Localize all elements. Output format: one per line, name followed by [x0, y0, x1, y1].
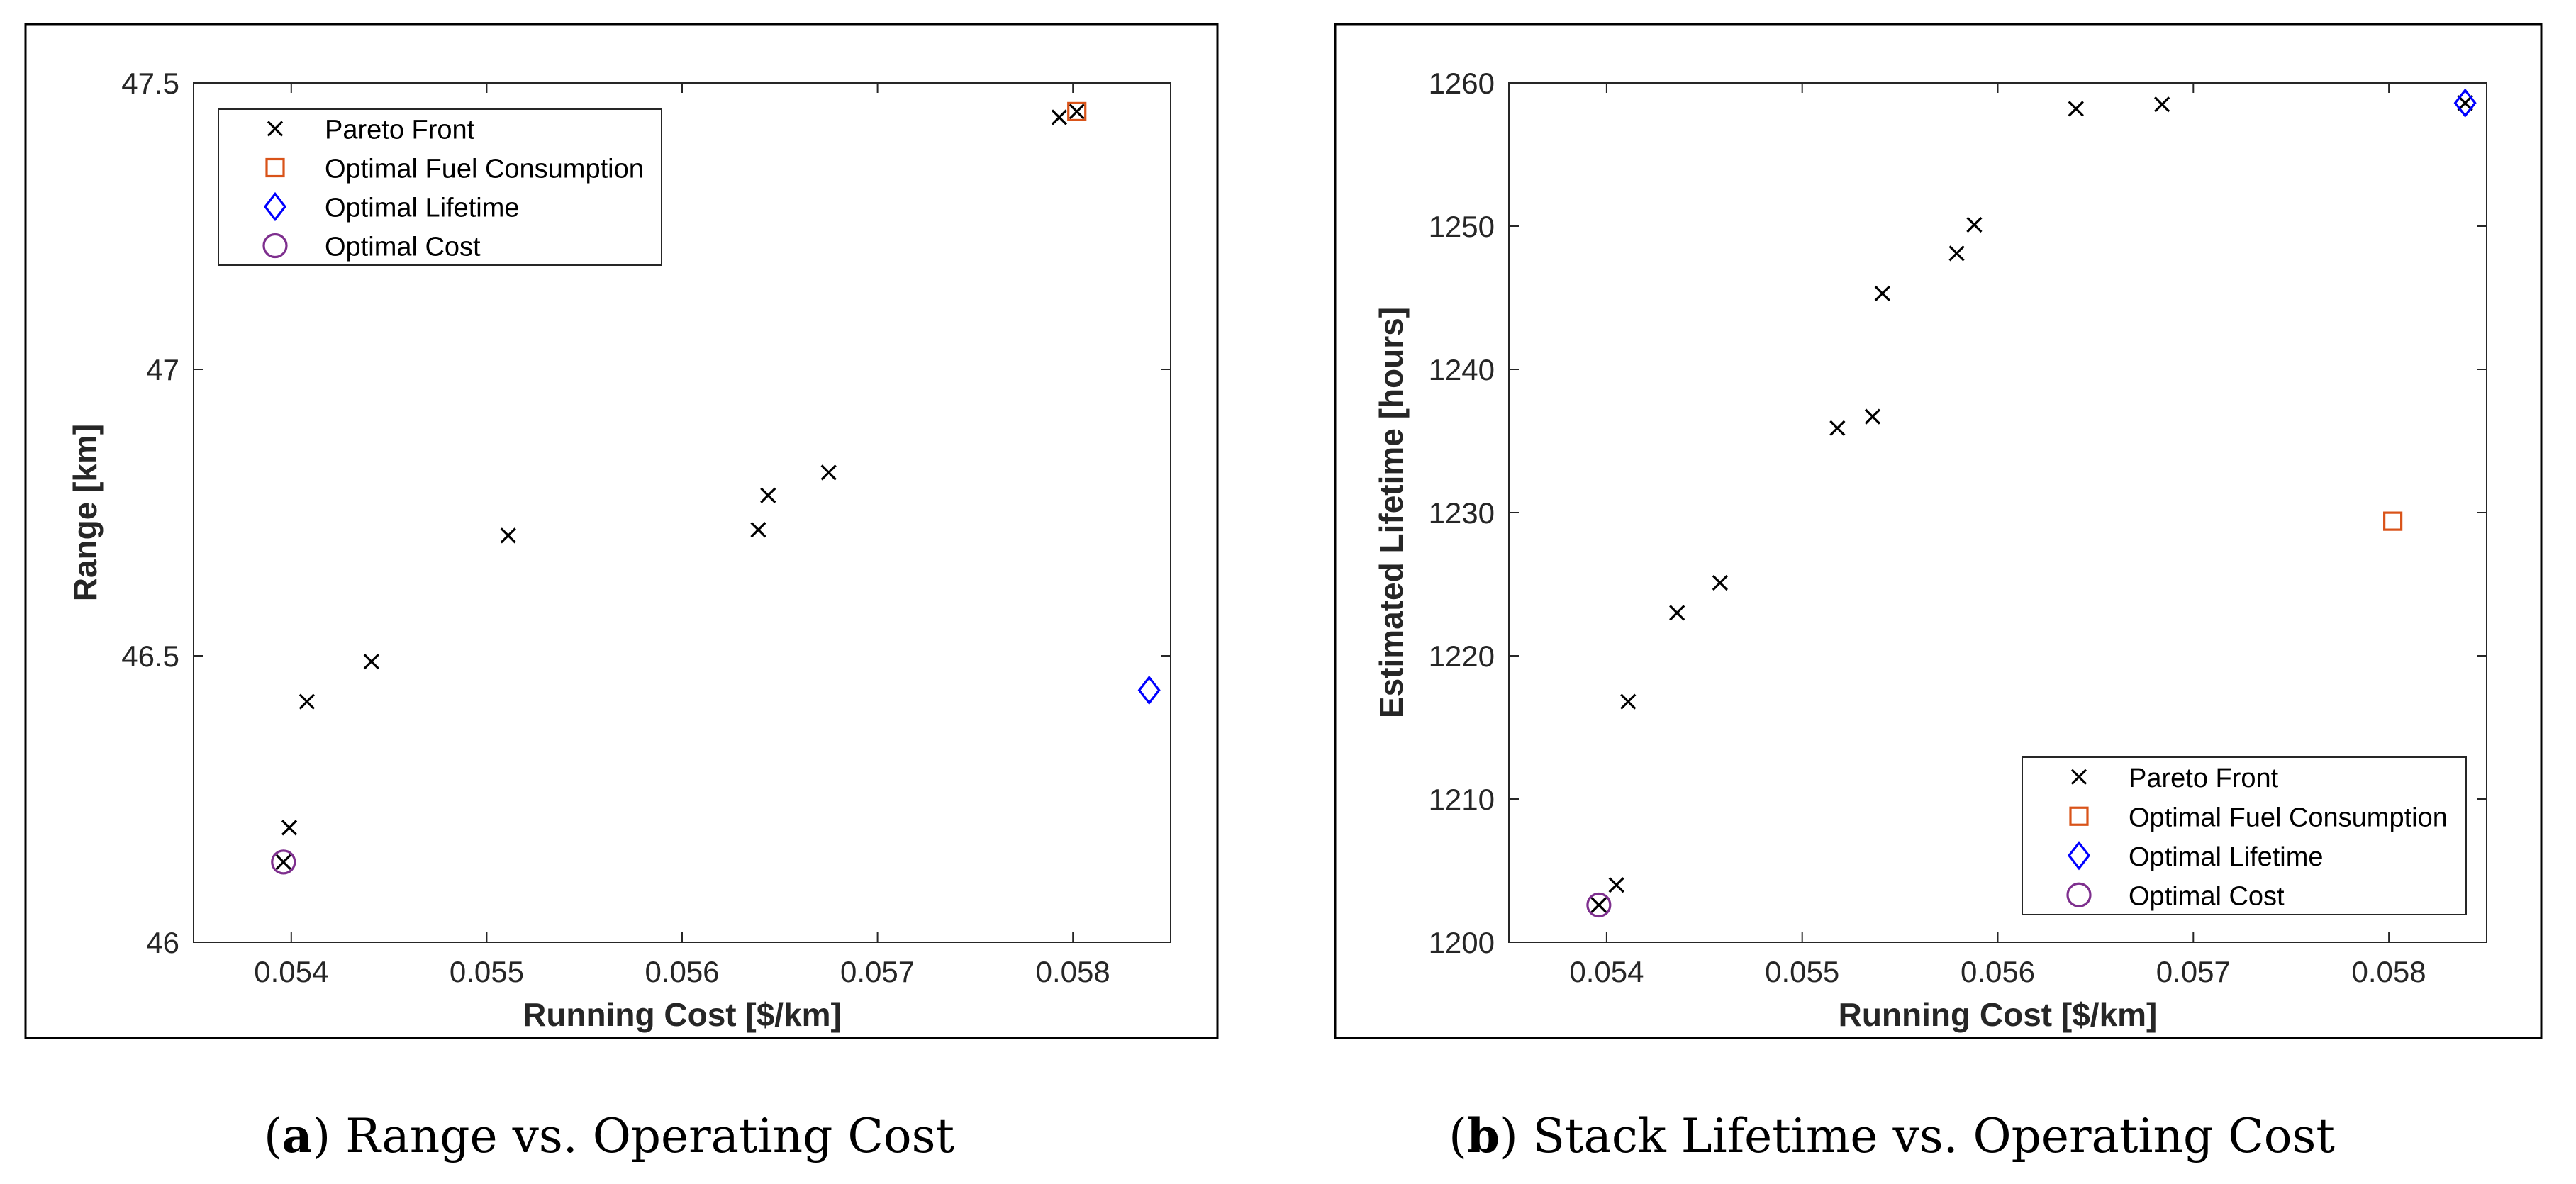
x-axis-label: Running Cost [$/km]	[523, 996, 842, 1033]
x-tick-label: 0.058	[2352, 955, 2426, 988]
y-tick-label: 47.5	[121, 67, 179, 100]
data-point	[1874, 285, 1890, 302]
panel-a: 0.054 0.055 0.056 0.057 0.058 46 46.5 47 47.5 Run…	[24, 23, 1219, 1039]
y-tick-label: 1250	[1429, 210, 1495, 243]
data-point	[363, 653, 379, 670]
legend: Pareto Front Optimal Fuel Consumption Opti…	[218, 108, 662, 266]
caption-b: (b) Stack Lifetime vs. Operating Cost	[1449, 1108, 2335, 1163]
legend-marker	[2066, 882, 2092, 907]
data-point	[299, 693, 315, 710]
series-diamond	[2453, 88, 2477, 118]
caption-a: (a) Range vs. Operating Cost	[264, 1108, 954, 1163]
data-point	[1620, 693, 1637, 710]
legend-marker	[262, 233, 288, 259]
caption-b-letter: b	[1467, 1108, 1500, 1163]
y-tick-label: 46.5	[121, 640, 179, 673]
x-tick-label: 0.058	[1036, 955, 1110, 988]
legend-marker	[263, 191, 287, 222]
data-point	[2154, 96, 2170, 113]
data-point	[1669, 605, 1685, 621]
data-point	[820, 464, 837, 481]
data-point	[281, 820, 298, 836]
legend-entry: Optimal Fuel Consumption	[325, 155, 644, 184]
legend-marker	[2070, 769, 2087, 785]
x-tick-label: 0.054	[254, 955, 328, 988]
x-tick-label: 0.054	[1569, 955, 1644, 988]
series-circle	[271, 849, 296, 875]
series-square	[2383, 511, 2403, 531]
legend-entry: Optimal Fuel Consumption	[2129, 803, 2448, 832]
legend-box	[2022, 756, 2467, 915]
data-point	[2457, 95, 2473, 111]
data-point	[1590, 897, 1607, 913]
x-tick-label: 0.056	[645, 955, 719, 988]
y-tick-label: 1230	[1429, 496, 1495, 530]
data-point	[2068, 101, 2084, 117]
legend-marker	[267, 121, 284, 137]
series-diamond	[1137, 675, 1161, 705]
data-point	[1864, 408, 1881, 425]
data-point	[1948, 245, 1965, 262]
data-point	[1712, 574, 1728, 591]
data-point	[2453, 88, 2477, 118]
data-point	[1137, 675, 1161, 705]
series-circle	[1586, 892, 1612, 918]
series-x	[1590, 95, 2473, 913]
legend-marker	[2069, 806, 2089, 826]
data-point	[1067, 101, 1087, 121]
x-tick-label: 0.056	[1961, 955, 2035, 988]
caption-a-letter: a	[282, 1108, 313, 1163]
y-tick-label: 1210	[1429, 783, 1495, 816]
legend: Pareto Front Optimal Fuel Consumption Opti…	[2022, 756, 2467, 915]
x-tick-label: 0.057	[840, 955, 915, 988]
data-point	[271, 849, 296, 875]
y-tick-label: 1220	[1429, 640, 1495, 673]
data-point	[500, 527, 516, 544]
data-point	[1829, 420, 1846, 436]
x-tick-label: 0.057	[2156, 955, 2231, 988]
data-point	[1069, 104, 1085, 120]
legend-entry: Optimal Cost	[2129, 881, 2285, 911]
legend-marker	[2067, 841, 2091, 871]
data-point	[1586, 892, 1612, 918]
caption-b-text: ) Stack Lifetime vs. Operating Cost	[1500, 1109, 2335, 1163]
legend-entry: Pareto Front	[325, 116, 475, 145]
data-point	[1608, 877, 1624, 893]
data-point	[2383, 511, 2403, 531]
x-tick-label: 0.055	[1765, 955, 1839, 988]
caption-a-text: ) Range vs. Operating Cost	[313, 1109, 955, 1163]
x-axis-label: Running Cost [$/km]	[1839, 996, 2158, 1033]
data-point	[275, 854, 291, 871]
series-square	[1067, 101, 1087, 121]
legend-entry: Optimal Cost	[325, 233, 481, 262]
legend-box	[218, 108, 662, 266]
legend-entry: Pareto Front	[2129, 764, 2279, 793]
data-point	[750, 522, 766, 538]
data-point	[1051, 109, 1068, 125]
y-tick-label: 47	[146, 353, 179, 386]
series-x	[275, 104, 1085, 871]
legend-entry: Optimal Lifetime	[2129, 842, 2324, 872]
panel-b: 0.054 0.055 0.056 0.057 0.058 1200 1210 1220 123…	[1334, 23, 2543, 1039]
y-tick-label: 1200	[1429, 926, 1495, 959]
legend-marker	[265, 157, 285, 178]
y-tick-label: 46	[146, 926, 179, 959]
y-axis-label: Estimated Lifetime [hours]	[1373, 307, 1410, 718]
data-point	[760, 487, 776, 503]
y-axis-label: Range [km]	[67, 424, 104, 601]
y-tick-label: 1260	[1429, 67, 1495, 100]
legend-entry: Optimal Lifetime	[325, 194, 520, 223]
y-tick-label: 1240	[1429, 353, 1495, 386]
x-tick-label: 0.055	[450, 955, 524, 988]
data-point	[1966, 216, 1983, 233]
